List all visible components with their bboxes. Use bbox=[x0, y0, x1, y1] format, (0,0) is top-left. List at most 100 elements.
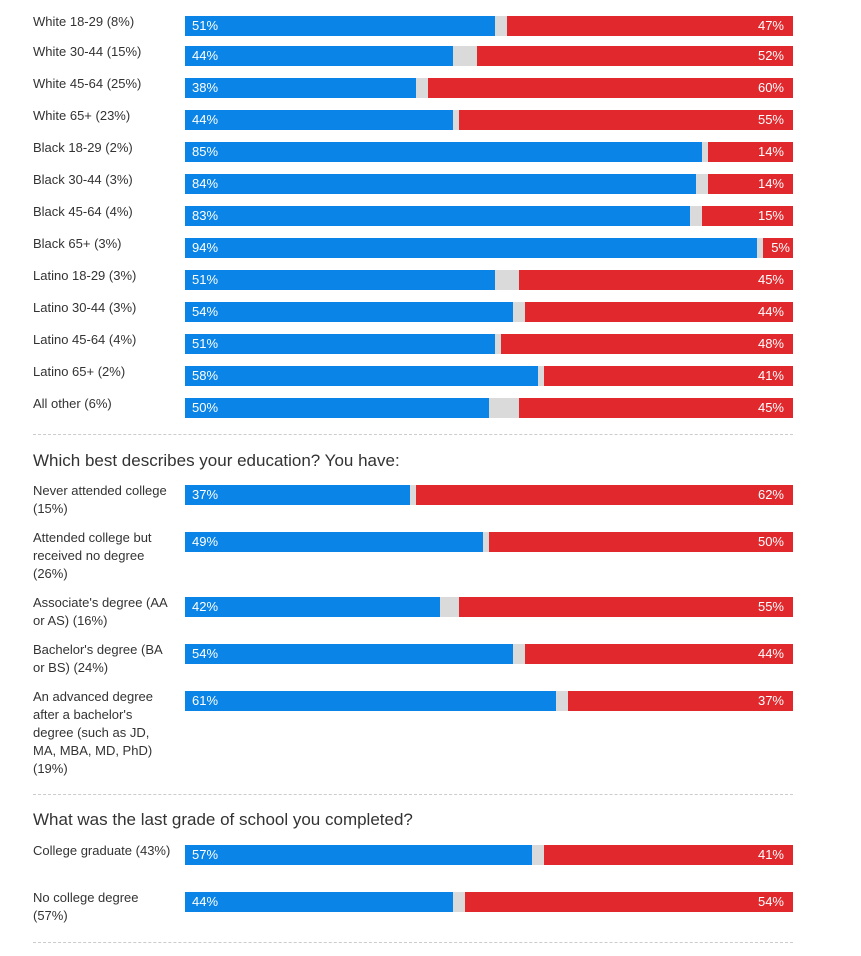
bar-segment-candidate-a: 84% bbox=[185, 174, 696, 194]
bar-segment-candidate-b: 44% bbox=[525, 302, 793, 322]
stacked-bar: 51% 47% bbox=[185, 16, 793, 36]
bar-segment-other bbox=[453, 46, 477, 66]
stacked-bar: 58% 41% bbox=[185, 366, 793, 386]
row-label: Attended college but received no degree … bbox=[33, 530, 152, 581]
bar-segment-candidate-b: 41% bbox=[544, 845, 793, 865]
bar-segment-candidate-a: 57% bbox=[185, 845, 532, 865]
bar-segment-other bbox=[453, 892, 465, 912]
bar-segment-other bbox=[702, 142, 708, 162]
bar-segment-candidate-a: 83% bbox=[185, 206, 690, 226]
bar-segment-other bbox=[757, 238, 763, 258]
row-label: White 18-29 (8%) bbox=[33, 14, 135, 29]
bar-segment-other bbox=[495, 270, 519, 290]
section-divider bbox=[33, 794, 793, 795]
bar-segment-candidate-b: 15% bbox=[702, 206, 793, 226]
bar-segment-candidate-a: 44% bbox=[185, 110, 453, 130]
section-divider bbox=[33, 942, 793, 943]
bar-segment-other bbox=[538, 366, 544, 386]
bar-segment-candidate-b: 50% bbox=[489, 532, 793, 552]
bar-segment-other bbox=[495, 334, 501, 354]
bar-segment-other bbox=[416, 78, 428, 98]
row-label: Latino 30-44 (3%) bbox=[33, 300, 137, 315]
bar-segment-candidate-b: 14% bbox=[708, 142, 793, 162]
row-label: Black 18-29 (2%) bbox=[33, 140, 133, 155]
bar-segment-other bbox=[495, 16, 507, 36]
row-label: No college degree (57%) bbox=[33, 890, 139, 923]
bar-segment-candidate-b: 41% bbox=[544, 366, 793, 386]
bar-segment-candidate-b: 37% bbox=[568, 691, 793, 711]
bar-segment-candidate-b: 55% bbox=[459, 597, 793, 617]
row-label: Latino 18-29 (3%) bbox=[33, 268, 137, 283]
row-label: White 65+ (23%) bbox=[33, 108, 131, 123]
row-label: All other (6%) bbox=[33, 396, 112, 411]
bar-segment-candidate-a: 37% bbox=[185, 485, 410, 505]
stacked-bar: 51% 48% bbox=[185, 334, 793, 354]
bar-segment-candidate-b: 14% bbox=[708, 174, 793, 194]
bar-segment-candidate-b: 52% bbox=[477, 46, 793, 66]
row-label: Latino 45-64 (4%) bbox=[33, 332, 137, 347]
bar-segment-candidate-a: 58% bbox=[185, 366, 538, 386]
stacked-bar: 54% 44% bbox=[185, 302, 793, 322]
row-label: Latino 65+ (2%) bbox=[33, 364, 126, 379]
bar-segment-candidate-a: 38% bbox=[185, 78, 416, 98]
bar-segment-other bbox=[556, 691, 568, 711]
bar-segment-other bbox=[696, 174, 708, 194]
stacked-bar: 84% 14% bbox=[185, 174, 793, 194]
bar-segment-other bbox=[489, 398, 519, 418]
stacked-bar: 50% 45% bbox=[185, 398, 793, 418]
bar-segment-candidate-b: 45% bbox=[519, 270, 793, 290]
bar-segment-candidate-a: 51% bbox=[185, 270, 495, 290]
stacked-bar: 61% 37% bbox=[185, 691, 793, 711]
row-label: Black 45-64 (4%) bbox=[33, 204, 133, 219]
row-label: An advanced degree after a bachelor's de… bbox=[33, 689, 153, 776]
row-label: Never attended college (15%) bbox=[33, 483, 167, 516]
stacked-bar: 44% 52% bbox=[185, 46, 793, 66]
bar-segment-candidate-b: 44% bbox=[525, 644, 793, 664]
bar-segment-other bbox=[513, 644, 525, 664]
bar-segment-other bbox=[532, 845, 544, 865]
bar-segment-candidate-a: 85% bbox=[185, 142, 702, 162]
bar-segment-candidate-b: 47% bbox=[507, 16, 793, 36]
stacked-bar: 94% 5% bbox=[185, 238, 793, 258]
stacked-bar: 85% 14% bbox=[185, 142, 793, 162]
bar-segment-other bbox=[410, 485, 416, 505]
bar-segment-candidate-b: 45% bbox=[519, 398, 793, 418]
bar-segment-candidate-a: 51% bbox=[185, 16, 495, 36]
section-title: Which best describes your education? You… bbox=[33, 451, 400, 470]
bar-segment-candidate-a: 49% bbox=[185, 532, 483, 552]
row-label: Bachelor's degree (BA or BS) (24%) bbox=[33, 642, 162, 675]
bar-segment-other bbox=[690, 206, 702, 226]
stacked-bar: 49% 50% bbox=[185, 532, 793, 552]
bar-segment-candidate-b: 62% bbox=[416, 485, 793, 505]
stacked-bar: 51% 45% bbox=[185, 270, 793, 290]
bar-segment-candidate-a: 94% bbox=[185, 238, 757, 258]
row-label: White 45-64 (25%) bbox=[33, 76, 142, 91]
stacked-bar: 57% 41% bbox=[185, 845, 793, 865]
stacked-bar: 54% 44% bbox=[185, 644, 793, 664]
bar-segment-candidate-a: 54% bbox=[185, 302, 513, 322]
bar-segment-candidate-a: 50% bbox=[185, 398, 489, 418]
bar-segment-other bbox=[483, 532, 489, 552]
bar-segment-candidate-b: 55% bbox=[459, 110, 793, 130]
stacked-bar: 37% 62% bbox=[185, 485, 793, 505]
section-title: What was the last grade of school you co… bbox=[33, 810, 413, 829]
bar-segment-candidate-a: 51% bbox=[185, 334, 495, 354]
stacked-bar: 44% 55% bbox=[185, 110, 793, 130]
row-label: College graduate (43%) bbox=[33, 843, 171, 858]
bar-segment-candidate-a: 54% bbox=[185, 644, 513, 664]
bar-segment-candidate-a: 44% bbox=[185, 892, 453, 912]
bar-segment-candidate-b: 54% bbox=[465, 892, 793, 912]
bar-segment-other bbox=[440, 597, 459, 617]
row-label: Associate's degree (AA or AS) (16%) bbox=[33, 595, 167, 628]
stacked-bar: 42% 55% bbox=[185, 597, 793, 617]
bar-segment-candidate-a: 44% bbox=[185, 46, 453, 66]
bar-segment-other bbox=[453, 110, 459, 130]
row-label: White 30-44 (15%) bbox=[33, 44, 142, 59]
bar-segment-candidate-a: 42% bbox=[185, 597, 440, 617]
section-divider bbox=[33, 434, 793, 435]
bar-segment-candidate-a: 61% bbox=[185, 691, 556, 711]
stacked-bar: 38% 60% bbox=[185, 78, 793, 98]
row-label: Black 65+ (3%) bbox=[33, 236, 122, 251]
stacked-bar: 83% 15% bbox=[185, 206, 793, 226]
